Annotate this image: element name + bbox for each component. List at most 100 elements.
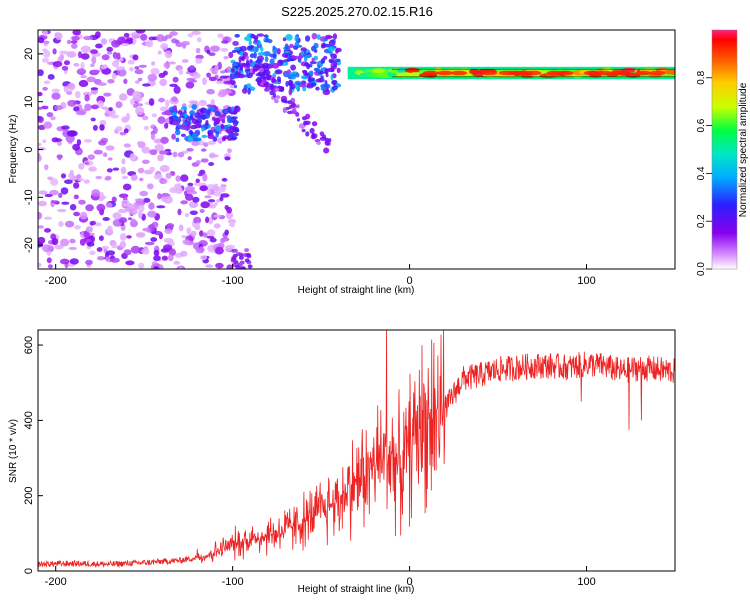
noise-blob (173, 260, 181, 265)
noise-blob (172, 151, 178, 158)
band-blob (188, 130, 193, 135)
noise-blob (97, 82, 107, 86)
noise-blob (220, 70, 226, 74)
streak-blob (295, 104, 300, 109)
streak-blob (316, 141, 321, 145)
noise-blob (85, 226, 93, 233)
noise-blob (164, 50, 173, 59)
streak-blob (266, 75, 271, 80)
noise-blob (135, 30, 146, 34)
noise-blob (210, 45, 220, 52)
noise-blob (217, 33, 224, 39)
noise-blob (159, 106, 169, 112)
streak-blob (269, 53, 277, 58)
streak-blob (294, 41, 300, 48)
streak-blob (307, 83, 312, 88)
noise-blob (159, 165, 170, 172)
carrier-blob (396, 72, 413, 78)
noise-blob (74, 90, 81, 99)
noise-blob (72, 143, 80, 151)
band-blob (221, 136, 227, 141)
noise-blob (59, 50, 69, 55)
noise-blob (93, 149, 103, 155)
noise-blob (208, 52, 216, 57)
noise-blob (51, 238, 59, 246)
noise-blob (73, 194, 79, 200)
band-blob (220, 123, 225, 130)
band-blob (188, 116, 193, 122)
noise-blob (107, 225, 113, 234)
streak-blob (234, 71, 241, 76)
noise-blob (69, 258, 79, 265)
noise-blob (213, 201, 218, 207)
noise-blob (138, 64, 147, 68)
noise-blob (201, 148, 207, 152)
streak-blob (304, 54, 312, 58)
noise-blob (77, 178, 84, 182)
colorbar-label: Normalized spectral amplitude (738, 82, 749, 217)
noise-blob (82, 91, 92, 97)
noise-blob (120, 166, 127, 175)
noise-blob (200, 201, 210, 209)
streak-blob (245, 59, 250, 66)
band-blob (228, 132, 233, 138)
noise-blob (137, 204, 145, 213)
noise-blob (52, 48, 57, 55)
noise-blob (54, 244, 64, 250)
streak-blob (284, 43, 289, 50)
streak-blob (289, 43, 294, 49)
noise-blob (87, 154, 96, 160)
noise-blob (119, 209, 125, 213)
noise-blob (112, 212, 122, 220)
noise-blob (130, 218, 136, 225)
noise-blob (167, 254, 174, 262)
noise-blob (191, 141, 200, 146)
streak-blob (293, 55, 301, 60)
band-blob (171, 111, 177, 117)
noise-blob (122, 183, 132, 191)
streak-blob (265, 35, 269, 43)
noise-blob (60, 238, 70, 247)
noise-blob (104, 175, 112, 181)
noise-blob (163, 196, 173, 204)
noise-blob (134, 69, 144, 75)
noise-blob (111, 242, 118, 249)
spectrogram-ytick-label: -10 (23, 189, 35, 205)
noise-blob (150, 132, 156, 141)
noise-blob (55, 138, 63, 142)
carrier-peak (596, 70, 613, 76)
band-blob (233, 105, 241, 113)
streak-blob (319, 136, 327, 141)
noise-blob (141, 248, 150, 255)
noise-blob (106, 51, 113, 55)
noise-blob (147, 73, 158, 82)
noise-blob (228, 51, 234, 59)
spectrogram-xtick-label: 100 (577, 275, 595, 287)
streak-blob (278, 59, 284, 64)
noise-blob (189, 210, 198, 216)
snr-series-line (38, 330, 675, 569)
noise-blob (145, 39, 154, 48)
noise-blob (191, 30, 202, 36)
noise-blob (66, 39, 72, 45)
noise-blob (205, 216, 210, 224)
noise-blob (206, 141, 216, 145)
noise-blob (144, 125, 149, 131)
band-blob (231, 116, 238, 120)
spectrogram-heatmap (38, 30, 675, 269)
streak-blob (263, 51, 271, 57)
streak-blob (304, 120, 311, 126)
noise-blob (92, 69, 101, 74)
noise-blob (195, 58, 203, 64)
noise-blob (149, 149, 158, 156)
noise-blob (129, 153, 136, 161)
noise-blob (79, 211, 88, 220)
noise-blob (215, 262, 224, 269)
noise-blob (69, 204, 77, 211)
noise-blob (96, 247, 103, 252)
noise-blob (98, 197, 104, 202)
band-blob (223, 124, 229, 130)
noise-blob (182, 239, 191, 245)
noise-blob (78, 163, 85, 170)
streak-blob (240, 62, 246, 67)
